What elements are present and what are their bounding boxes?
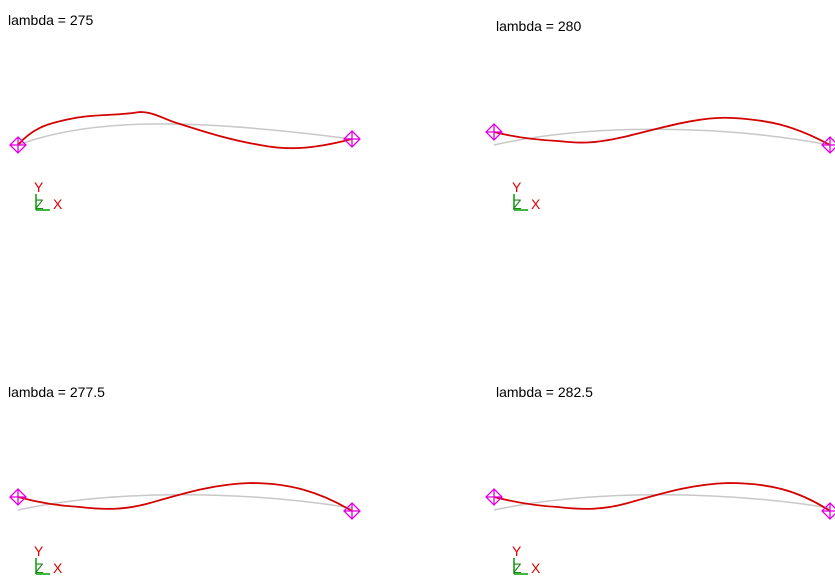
mode-shape-drawing: Y Z X — [9, 482, 361, 576]
undeformed-shape — [493, 128, 831, 146]
deformed-shape — [17, 482, 353, 512]
support-marker-left — [9, 488, 27, 506]
axis-y-label: Y — [512, 179, 522, 195]
axis-z-label: Z — [35, 196, 44, 212]
mode-shape-drawing: Y Z X — [485, 482, 835, 576]
axis-x-label: X — [53, 196, 63, 212]
deformed-shape — [493, 482, 831, 512]
support-marker-right — [821, 502, 835, 520]
axis-triad: Y Z X — [512, 179, 541, 212]
support-marker-right — [343, 130, 361, 148]
undeformed-shape — [493, 493, 831, 511]
panel-title: lambda = 277.5 — [8, 384, 105, 400]
axis-z-label: Z — [35, 560, 44, 576]
support-marker-right — [821, 136, 835, 154]
mode-shape-drawing: Y Z X — [9, 111, 361, 212]
buckling-mode-panel-1: lambda = 275 Y Z X — [0, 0, 417, 290]
deformed-shape — [17, 111, 353, 150]
buckling-mode-panel-2: lambda = 280 Y Z X — [418, 0, 835, 290]
buckling-mode-panel-4: lambda = 282.5 Y Z X — [418, 290, 835, 580]
axis-x-label: X — [53, 560, 63, 576]
panel-title: lambda = 275 — [8, 12, 94, 28]
axis-x-label: X — [531, 560, 541, 576]
deformed-shape — [493, 116, 831, 146]
undeformed-shape — [17, 123, 353, 146]
support-marker-left — [485, 488, 503, 506]
mode-shape-drawing: Y Z X — [485, 116, 835, 212]
panel-title: lambda = 280 — [496, 18, 582, 34]
axis-triad: Y Z X — [34, 543, 63, 576]
axis-triad: Y Z X — [512, 543, 541, 576]
axis-y-label: Y — [512, 543, 522, 559]
axis-x-label: X — [531, 196, 541, 212]
axis-y-label: Y — [34, 179, 44, 195]
support-marker-left — [9, 136, 27, 154]
buckling-mode-panel-3: lambda = 277.5 Y Z X — [0, 290, 417, 580]
axis-triad: Y Z X — [34, 179, 63, 212]
axis-y-label: Y — [34, 543, 44, 559]
axis-z-label: Z — [513, 196, 522, 212]
undeformed-shape — [17, 493, 353, 511]
panel-title: lambda = 282.5 — [496, 384, 593, 400]
support-marker-left — [485, 123, 503, 141]
axis-z-label: Z — [513, 560, 522, 576]
support-marker-right — [343, 502, 361, 520]
